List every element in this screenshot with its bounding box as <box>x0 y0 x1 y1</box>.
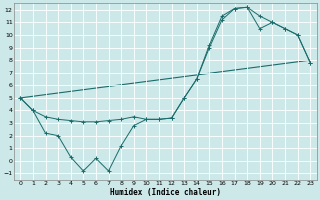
X-axis label: Humidex (Indice chaleur): Humidex (Indice chaleur) <box>110 188 221 197</box>
